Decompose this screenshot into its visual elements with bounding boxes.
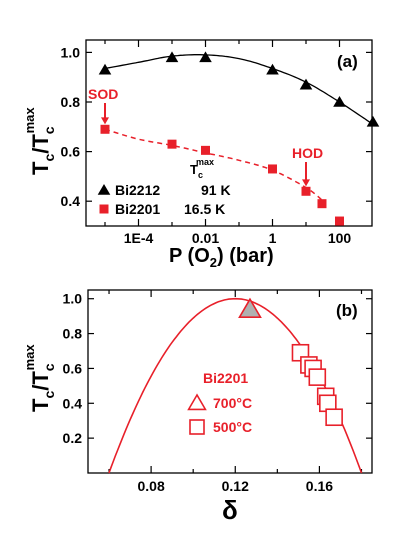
bi2201-point bbox=[201, 145, 210, 155]
bi2212-fit-curve bbox=[104, 54, 374, 125]
a-xtick-label: 100 bbox=[328, 230, 352, 246]
legend-open-square-icon bbox=[189, 419, 205, 435]
bi2201-point bbox=[317, 199, 327, 209]
panel-a-ylabel: Tc/Tcmax bbox=[22, 107, 57, 175]
panel-b-points bbox=[238, 297, 343, 427]
legend-b-700-label: 700°C bbox=[213, 395, 252, 411]
bi2201-point bbox=[268, 164, 277, 174]
panel-a-ticks bbox=[86, 40, 372, 226]
panel-a-xlabel: P (O2) (bar) bbox=[169, 245, 274, 270]
legend-a-header: Tcmax bbox=[190, 157, 214, 180]
legend-a-bi2212-name: Bi2212 bbox=[115, 182, 160, 198]
b-xtick-label: 0.16 bbox=[306, 478, 333, 494]
bi2201-fit-curve bbox=[104, 128, 323, 201]
bi2212-point bbox=[98, 63, 112, 75]
bi2212-point bbox=[333, 96, 346, 107]
b-xtick-label: 0.12 bbox=[222, 478, 249, 494]
b-xtick-label: 0.08 bbox=[137, 478, 164, 494]
panel-a-tick-labels: 0.4 0.6 0.8 1.0 1E-4 0.01 1 100 bbox=[61, 44, 352, 246]
b-700c-point bbox=[238, 297, 262, 318]
bi2212-point bbox=[165, 51, 179, 63]
b-ytick-label: 1.0 bbox=[63, 291, 83, 307]
panel-a: 0.4 0.6 0.8 1.0 1E-4 0.01 1 100 (a) SOD HOD Tcm… bbox=[22, 39, 380, 270]
bi2201-point bbox=[335, 216, 344, 226]
a-ytick-label: 0.6 bbox=[61, 144, 81, 160]
legend-a-bi2212-value: 91 K bbox=[201, 182, 231, 198]
legend-b-500-label: 500°C bbox=[213, 419, 252, 435]
bi2201-point bbox=[100, 124, 110, 134]
bi2212-point bbox=[299, 78, 313, 90]
b-ytick-label: 0.2 bbox=[63, 430, 83, 446]
panel-b-ticks bbox=[88, 290, 372, 473]
a-ytick-label: 0.4 bbox=[61, 193, 81, 209]
bi2212-point bbox=[199, 51, 212, 63]
a-ytick-label: 0.8 bbox=[61, 94, 81, 110]
legend-a-bi2201-name: Bi2201 bbox=[115, 201, 160, 217]
a-xtick-label: 0.01 bbox=[192, 230, 219, 246]
panel-b-frame bbox=[87, 289, 373, 474]
a-xtick-label: 1E-4 bbox=[124, 230, 154, 246]
legend-triangle-icon bbox=[97, 184, 111, 195]
bi2212-point bbox=[366, 115, 380, 127]
legend-a-bi2201-value: 16.5 K bbox=[184, 201, 225, 217]
legend-a-markers bbox=[97, 184, 111, 214]
b-ytick-label: 0.4 bbox=[63, 395, 83, 411]
b-500c-point bbox=[308, 368, 327, 386]
panel-b-ylabel: Tc/Tcmax bbox=[22, 344, 57, 412]
panel-b: 0.2 0.4 0.6 0.8 1.0 0.08 0.12 0.16 (b) Bi2201 7… bbox=[22, 289, 373, 525]
legend-b-markers bbox=[187, 393, 207, 435]
b-500c-point bbox=[325, 408, 343, 427]
legend-b-header: Bi2201 bbox=[203, 370, 248, 386]
b-ytick-label: 0.8 bbox=[63, 326, 83, 342]
panel-b-tick-labels: 0.2 0.4 0.6 0.8 1.0 0.08 0.12 0.16 bbox=[63, 291, 334, 494]
panel-a-label: (a) bbox=[337, 52, 358, 71]
bi2201-point bbox=[301, 186, 311, 196]
annotation-arrow-head bbox=[101, 117, 109, 125]
bi2212-point bbox=[266, 63, 279, 75]
bi2201-point bbox=[167, 139, 177, 149]
panel-a-points bbox=[98, 51, 380, 226]
hod-annotation: HOD bbox=[292, 145, 323, 161]
legend-open-triangle-icon bbox=[187, 393, 207, 411]
legend-square-icon bbox=[99, 204, 109, 214]
panel-a-arrows bbox=[101, 103, 310, 187]
annotation-arrow-head bbox=[302, 179, 310, 187]
panel-a-frame bbox=[85, 39, 373, 227]
a-ytick-label: 1.0 bbox=[61, 44, 81, 60]
b-ytick-label: 0.6 bbox=[63, 360, 83, 376]
panel-b-xlabel: δ bbox=[222, 495, 238, 525]
sod-annotation: SOD bbox=[88, 86, 118, 102]
a-xtick-label: 1 bbox=[269, 230, 277, 246]
panel-b-label: (b) bbox=[336, 301, 358, 320]
